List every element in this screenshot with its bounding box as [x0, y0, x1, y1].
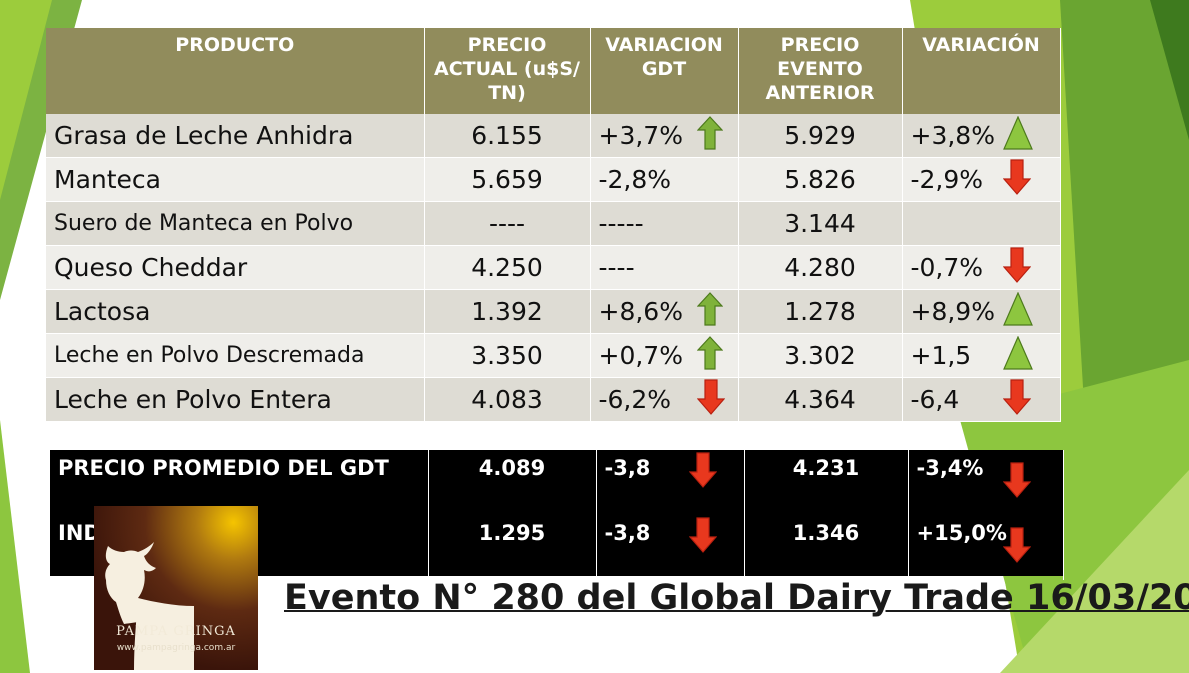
variation: +3,8%	[902, 114, 1061, 158]
down-arrow-icon	[1002, 246, 1031, 289]
table-row: Suero de Manteca en Polvo ---- ----- 3.144	[46, 201, 1061, 246]
gdt-variation-value: -6,2%	[598, 385, 672, 414]
previous-price: 4.364	[738, 377, 903, 422]
variation-value: +8,9%	[910, 297, 995, 326]
gdt-variation-value: -----	[598, 209, 644, 238]
logo-url: www.pampagringa.com.ar	[116, 643, 236, 653]
up-triangle-icon	[1002, 335, 1033, 376]
product-name: Queso Cheddar	[46, 245, 425, 290]
summary-variation-value: -3,4%	[916, 456, 984, 480]
current-price: 1.392	[424, 289, 591, 334]
variation-value: +3,8%	[910, 121, 995, 150]
left-bottom-green-shape	[0, 420, 30, 673]
product-name: Grasa de Leche Anhidra	[46, 114, 425, 158]
gdt-variation: -2,8%	[590, 157, 739, 202]
variation: +8,9%	[902, 289, 1061, 334]
previous-price: 4.280	[738, 245, 903, 290]
up-arrow-icon	[696, 115, 723, 156]
up-triangle-icon	[1002, 291, 1033, 332]
gdt-variation: +3,7%	[590, 114, 739, 158]
left-green-shape-light	[0, 0, 52, 200]
variation-value: +1,5	[910, 341, 972, 370]
product-name: Suero de Manteca en Polvo	[46, 201, 425, 246]
variation-value: -2,9%	[910, 165, 984, 194]
down-arrow-icon	[1002, 158, 1031, 201]
summary-variation: +15,0%	[908, 515, 1064, 580]
pampa-gringa-logo: PAMPA GRINGA www.pampagringa.com.ar	[94, 506, 258, 670]
gdt-variation-value: ----	[598, 253, 635, 282]
previous-price: 1.278	[738, 289, 903, 334]
current-price: 3.350	[424, 333, 591, 378]
summary-gdt-variation-value: -3,8	[604, 456, 651, 480]
gdt-variation-value: +3,7%	[598, 121, 683, 150]
variation-value: -0,7%	[910, 253, 984, 282]
current-price: 5.659	[424, 157, 591, 202]
logo-name: PAMPA GRINGA	[116, 624, 236, 639]
previous-price: 5.826	[738, 157, 903, 202]
current-price: 4.250	[424, 245, 591, 290]
variation-value: -6,4	[910, 385, 960, 414]
variation: -2,9%	[902, 157, 1061, 202]
summary-row: PRECIO PROMEDIO DEL GDT 4.089 -3,8 4.231 -3,…	[50, 450, 1064, 515]
variation	[902, 201, 1061, 246]
summary-gdt-variation: -3,8	[596, 450, 745, 515]
gdt-variation-value: +8,6%	[598, 297, 683, 326]
summary-label: PRECIO PROMEDIO DEL GDT	[50, 450, 429, 515]
product-name: Lactosa	[46, 289, 425, 334]
table-row: Queso Cheddar 4.250 ---- 4.280 -0,7%	[46, 245, 1061, 290]
col-header-producto: PRODUCTO	[46, 28, 425, 114]
summary-price: 1.295	[428, 515, 597, 580]
current-price: 4.083	[424, 377, 591, 422]
up-arrow-icon	[696, 335, 723, 376]
right-lower-light	[1000, 470, 1189, 673]
current-price: ----	[424, 201, 591, 246]
down-arrow-icon	[1002, 378, 1031, 421]
gdt-variation-value: -2,8%	[598, 165, 672, 194]
right-corner-dark	[1150, 0, 1189, 140]
gdt-variation: -6,2%	[590, 377, 739, 422]
variation: -0,7%	[902, 245, 1061, 290]
down-arrow-icon	[1002, 462, 1031, 503]
table-header-row: PRODUCTO PRECIO ACTUAL (u$S/ TN) VARIACI…	[46, 28, 1061, 114]
cow-logo-icon	[94, 506, 258, 670]
variation: +1,5	[902, 333, 1061, 378]
col-header-variacion: VARIACIÓN	[902, 28, 1061, 114]
col-header-precio-evento-anterior: PRECIO EVENTO ANTERIOR	[738, 28, 903, 114]
down-arrow-icon	[1002, 527, 1031, 568]
summary-variation-value: +15,0%	[916, 521, 1007, 545]
gdt-variation-value: +0,7%	[598, 341, 683, 370]
summary-previous-price: 1.346	[744, 515, 909, 580]
gdt-variation: ----	[590, 245, 739, 290]
current-price: 6.155	[424, 114, 591, 158]
previous-price: 3.144	[738, 201, 903, 246]
previous-price: 5.929	[738, 114, 903, 158]
summary-previous-price: 4.231	[744, 450, 909, 515]
summary-variation: -3,4%	[908, 450, 1064, 515]
summary-price: 4.089	[428, 450, 597, 515]
gdt-variation: +8,6%	[590, 289, 739, 334]
variation: -6,4	[902, 377, 1061, 422]
up-triangle-icon	[1002, 115, 1033, 156]
gdt-variation: -----	[590, 201, 739, 246]
product-name: Leche en Polvo Descremada	[46, 333, 425, 378]
summary-gdt-variation: -3,8	[596, 515, 745, 580]
down-arrow-icon	[688, 517, 717, 558]
table-row: Leche en Polvo Descremada 3.350 +0,7% 3.302…	[46, 333, 1061, 378]
down-arrow-icon	[688, 452, 717, 493]
price-table: PRODUCTO PRECIO ACTUAL (u$S/ TN) VARIACI…	[46, 28, 1061, 422]
product-name: Leche en Polvo Entera	[46, 377, 425, 422]
down-arrow-icon	[696, 378, 725, 421]
event-headline: Evento N° 280 del Global Dairy Trade 16/…	[284, 578, 1189, 618]
col-header-variacion-gdt: VARIACION GDT	[590, 28, 739, 114]
table-row: Lactosa 1.392 +8,6% 1.278 +8,9%	[46, 289, 1061, 334]
previous-price: 3.302	[738, 333, 903, 378]
gdt-variation: +0,7%	[590, 333, 739, 378]
table-row: Grasa de Leche Anhidra 6.155 +3,7% 5.929 +3,…	[46, 114, 1061, 158]
table-row: Leche en Polvo Entera 4.083 -6,2% 4.364 -6,4	[46, 377, 1061, 422]
col-header-precio-actual: PRECIO ACTUAL (u$S/ TN)	[424, 28, 591, 114]
up-arrow-icon	[696, 291, 723, 332]
table-row: Manteca 5.659 -2,8% 5.826 -2,9%	[46, 157, 1061, 202]
product-name: Manteca	[46, 157, 425, 202]
summary-gdt-variation-value: -3,8	[604, 521, 651, 545]
